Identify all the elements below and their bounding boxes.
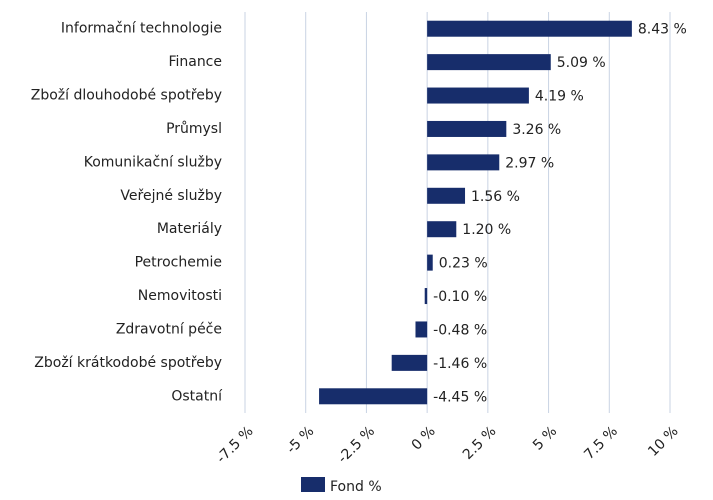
- bar: [427, 87, 529, 104]
- bar: [427, 254, 433, 271]
- value-label: -4.45 %: [433, 389, 487, 405]
- x-tick-label: -2.5 %: [335, 423, 378, 466]
- category-label: Zboží dlouhodobé spotřeby: [31, 88, 222, 104]
- value-label: 4.19 %: [535, 89, 584, 105]
- value-label: -0.48 %: [433, 322, 487, 338]
- category-label: Petrochemie: [135, 255, 222, 271]
- x-tick-label: 2.5 %: [460, 423, 500, 463]
- legend-swatch: [301, 477, 325, 492]
- category-label: Průmysl: [166, 121, 222, 137]
- bar: [427, 154, 500, 171]
- legend-label: Fond %: [330, 479, 382, 495]
- value-label: 5.09 %: [557, 55, 606, 71]
- value-label: 1.56 %: [471, 189, 520, 205]
- bar: [427, 187, 466, 204]
- value-label: 0.23 %: [439, 256, 488, 272]
- x-tick-label: 10 %: [645, 423, 681, 459]
- category-label: Zdravotní péče: [116, 321, 222, 337]
- x-tick-label: 0 %: [409, 423, 439, 453]
- category-label: Materiály: [157, 221, 222, 237]
- value-label: 3.26 %: [512, 122, 561, 138]
- bar: [391, 354, 428, 371]
- value-label: -1.46 %: [433, 356, 487, 372]
- x-tick-label: 7.5 %: [581, 423, 621, 463]
- category-label: Ostatní: [171, 388, 223, 404]
- x-tick-label: -7.5 %: [213, 423, 256, 466]
- bar: [427, 221, 457, 238]
- bar: [427, 54, 551, 71]
- category-label: Nemovitosti: [138, 288, 222, 304]
- x-tick-label: -5 %: [284, 423, 318, 457]
- bar: [427, 120, 507, 137]
- value-label: 8.43 %: [638, 22, 687, 38]
- category-label: Finance: [168, 54, 222, 70]
- bar: [415, 321, 428, 338]
- x-tick-label: 5 %: [530, 423, 560, 453]
- category-label: Informační technologie: [61, 21, 222, 37]
- category-label: Komunikační služby: [84, 154, 222, 170]
- bar: [427, 20, 632, 37]
- bar: [424, 288, 428, 305]
- category-label: Veřejné služby: [120, 188, 222, 204]
- value-label: -0.10 %: [433, 289, 487, 305]
- value-label: 2.97 %: [505, 155, 554, 171]
- value-label: 1.20 %: [462, 222, 511, 238]
- category-label: Zboží krátkodobé spotřeby: [34, 355, 222, 371]
- bar: [319, 388, 428, 405]
